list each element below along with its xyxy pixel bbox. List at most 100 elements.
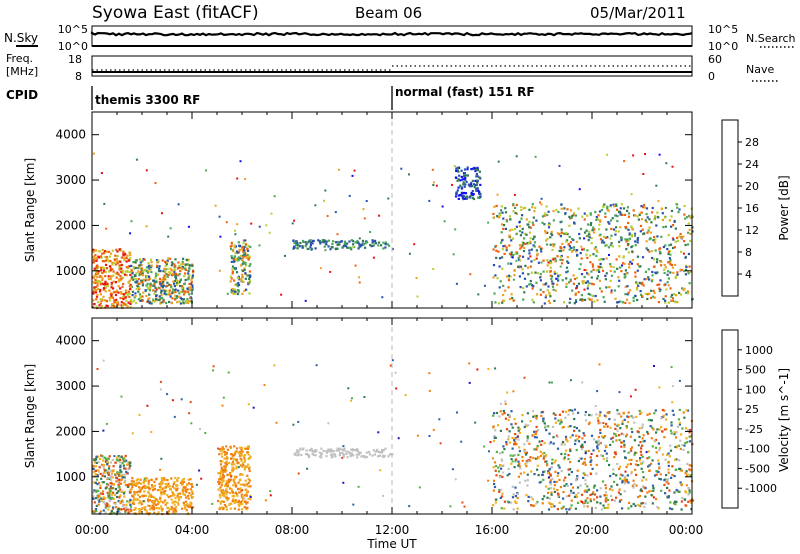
range-cell xyxy=(644,495,647,498)
range-cell xyxy=(223,495,226,498)
range-cell xyxy=(497,302,501,305)
range-cell xyxy=(93,461,96,464)
range-cell xyxy=(109,269,112,272)
range-cell xyxy=(170,264,173,267)
range-cell xyxy=(508,234,511,237)
range-cell xyxy=(159,481,162,485)
freq-tick-bottom: 8 xyxy=(75,70,82,83)
range-cell xyxy=(342,245,345,248)
range-cell xyxy=(555,480,558,484)
range-cell xyxy=(188,288,192,291)
range-cell xyxy=(225,469,228,472)
range-cell xyxy=(628,232,631,235)
range-cell xyxy=(232,258,235,261)
range-cell xyxy=(618,488,621,491)
range-cell xyxy=(572,238,575,242)
range-cell xyxy=(168,485,171,488)
range-cell xyxy=(555,208,558,212)
range-cell xyxy=(145,266,149,269)
date-label: 05/Mar/2011 xyxy=(590,4,686,22)
range-cell xyxy=(183,267,186,270)
range-cell xyxy=(116,254,119,258)
range-cell xyxy=(242,242,245,245)
range-cell xyxy=(137,278,140,281)
range-cell xyxy=(117,510,120,513)
range-cell xyxy=(658,287,661,290)
range-cell xyxy=(584,479,587,482)
range-cell xyxy=(119,482,123,485)
range-cell xyxy=(583,237,586,240)
velocity-colorbar-label: Velocity [m s^-1] xyxy=(777,368,791,472)
range-cell xyxy=(508,430,511,433)
range-cell xyxy=(511,237,515,240)
range-cell xyxy=(469,273,472,276)
range-cell xyxy=(114,272,117,275)
range-cell xyxy=(368,450,371,454)
range-cell xyxy=(690,435,693,437)
range-cell xyxy=(92,299,95,302)
range-cell xyxy=(101,252,104,255)
range-cell xyxy=(537,429,540,432)
range-cell xyxy=(501,211,504,214)
range-cell xyxy=(624,470,627,473)
range-cell xyxy=(599,238,602,241)
range-cell xyxy=(182,301,185,304)
range-cell xyxy=(184,488,187,491)
range-cell xyxy=(134,259,137,262)
range-cell xyxy=(565,271,568,274)
range-cell xyxy=(191,492,194,495)
range-cell xyxy=(624,456,627,460)
range-cell xyxy=(188,266,191,269)
range-cell xyxy=(139,482,143,485)
range-cell xyxy=(686,290,689,293)
range-cell xyxy=(155,280,158,283)
range-cell xyxy=(550,283,554,286)
range-cell xyxy=(521,456,524,459)
range-cell xyxy=(241,499,244,503)
range-cell xyxy=(641,437,644,440)
range-cell xyxy=(609,265,612,268)
range-cell xyxy=(510,458,513,461)
range-cell xyxy=(508,414,511,417)
range-cell xyxy=(231,466,234,469)
range-cell xyxy=(605,496,608,500)
nsky-tick-bottom: 10^0 xyxy=(58,40,88,53)
range-cell xyxy=(630,246,633,249)
range-cell xyxy=(455,192,458,195)
range-cell xyxy=(529,265,532,268)
range-cell xyxy=(113,300,116,303)
range-cell xyxy=(108,465,111,468)
range-cell xyxy=(592,491,595,494)
range-cell xyxy=(461,196,464,199)
range-cell xyxy=(547,508,551,511)
range-cell xyxy=(115,301,118,304)
range-cell xyxy=(217,480,220,483)
range-cell xyxy=(115,289,119,292)
range-cell xyxy=(671,465,674,468)
range-cell xyxy=(553,484,556,487)
range-cell xyxy=(687,451,690,454)
range-cell xyxy=(518,465,521,468)
range-cell xyxy=(566,256,569,259)
range-cell xyxy=(377,244,380,247)
x-tick-label: 00:00 xyxy=(669,523,704,537)
range-cell xyxy=(549,481,552,484)
range-cell xyxy=(674,446,677,448)
range-cell xyxy=(524,462,527,466)
range-cell xyxy=(639,489,642,492)
range-cell xyxy=(155,298,158,301)
range-cell xyxy=(536,252,539,255)
range-cell xyxy=(147,495,150,498)
range-cell xyxy=(634,244,637,247)
range-cell xyxy=(113,455,116,458)
range-cell xyxy=(568,508,571,511)
range-cell xyxy=(108,255,111,258)
range-cell xyxy=(665,162,668,165)
range-cell xyxy=(489,441,492,444)
range-cell xyxy=(525,465,528,468)
range-cell xyxy=(608,463,611,467)
range-cell xyxy=(335,449,338,452)
range-cell xyxy=(616,429,619,432)
range-cell xyxy=(628,450,631,454)
range-cell xyxy=(120,277,123,280)
